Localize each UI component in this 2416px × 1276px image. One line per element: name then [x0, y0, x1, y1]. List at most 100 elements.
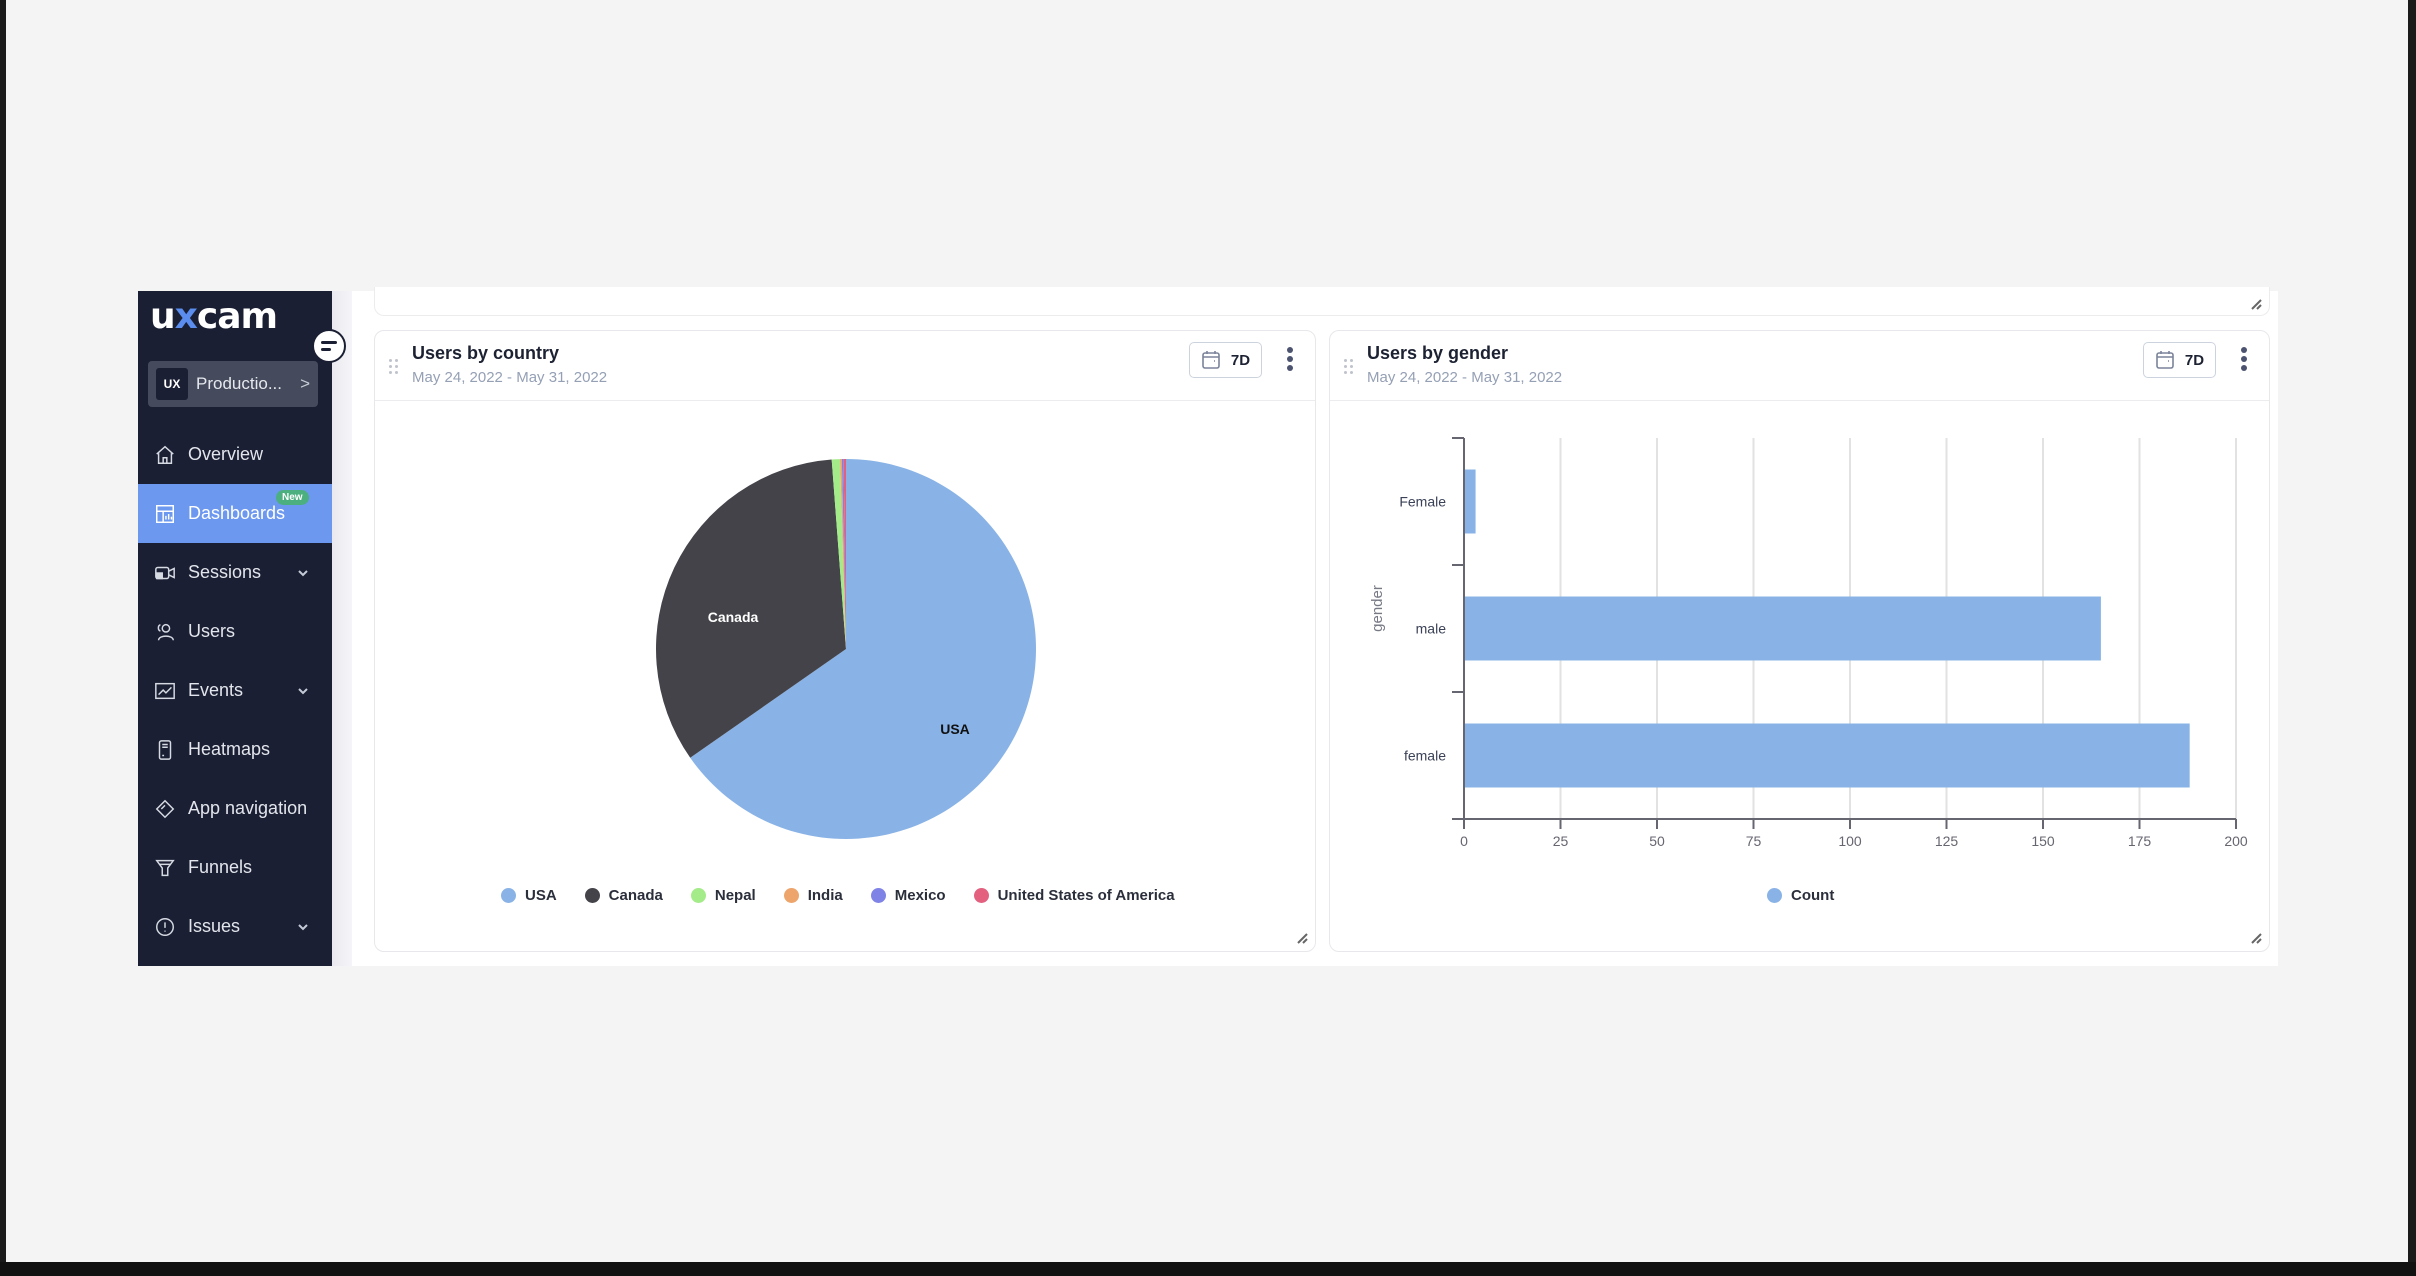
bar-legend: Count	[1767, 887, 1834, 904]
resize-handle-icon[interactable]	[2249, 297, 2263, 311]
legend-dot	[690, 888, 706, 903]
pie-slice[interactable]	[841, 459, 846, 649]
pie-slice[interactable]	[656, 459, 846, 758]
app-window: uxcam UX Productio... > Overview Dashboa…	[138, 287, 2278, 966]
project-switcher[interactable]: UX Productio... >	[148, 361, 318, 407]
legend-item[interactable]: Canada	[584, 887, 663, 904]
legend-item[interactable]: Count	[1767, 887, 1834, 904]
bar[interactable]	[1464, 596, 2101, 661]
pie-slice[interactable]	[843, 459, 846, 649]
legend-dot	[783, 888, 799, 903]
legend-item[interactable]: USA	[501, 887, 557, 904]
sidebar-collapse-button[interactable]	[312, 329, 346, 363]
calendar-icon	[1202, 351, 1220, 369]
resize-handle-icon[interactable]	[1295, 931, 1309, 945]
drag-handle-icon[interactable]	[1344, 359, 1354, 375]
date-range-button[interactable]: 7D	[1189, 342, 1262, 378]
screen-edge-bottom	[0, 1262, 2416, 1276]
date-range-label: 7D	[2184, 351, 2205, 369]
line-chart-icon	[154, 680, 176, 702]
legend-label: Mexico	[894, 887, 946, 904]
sidebar-item-label: App navigation	[188, 798, 308, 818]
legend-dot	[1767, 888, 1782, 903]
sidebar: uxcam UX Productio... > Overview Dashboa…	[138, 291, 332, 966]
sidebar-gutter	[332, 291, 352, 966]
sidebar-item-label: Dashboards	[188, 503, 286, 523]
pie-slices	[656, 459, 1036, 839]
sidebar-item-label: Sessions	[188, 562, 262, 582]
widget-date-range: May 24, 2022 - May 31, 2022	[412, 369, 608, 386]
bar[interactable]	[1464, 469, 1476, 534]
legend-label: Count	[1791, 887, 1835, 904]
legend-dot	[501, 888, 516, 903]
funnel-icon	[154, 857, 176, 879]
legend-item[interactable]: Nepal	[690, 887, 756, 904]
sidebar-item-label: Heatmaps	[188, 739, 271, 759]
uxcam-logo[interactable]: uxcam	[150, 296, 278, 337]
chevron-down-icon	[296, 564, 310, 585]
legend-label: Canada	[608, 887, 663, 904]
sidebar-item-app-navigation[interactable]: App navigation	[138, 779, 332, 838]
slice-label-canada: Canada	[708, 609, 759, 625]
x-tick-label: 100	[1838, 833, 1862, 849]
sidebar-item-label: Events	[188, 680, 244, 700]
legend-label: USA	[525, 887, 557, 904]
pie-slice[interactable]	[690, 459, 1036, 839]
screen-edge-left	[0, 0, 6, 1276]
legend-label: United States of America	[997, 887, 1175, 904]
widget-header: Users by gender May 24, 2022 - May 31, 2…	[1330, 331, 2269, 401]
widget-title: Users by gender	[1367, 343, 1509, 363]
widget-title: Users by country	[412, 343, 560, 363]
more-options-button[interactable]	[1285, 347, 1295, 371]
sidebar-item-dashboards[interactable]: Dashboards New	[138, 484, 332, 543]
legend-item[interactable]: Mexico	[870, 887, 946, 904]
sidebar-item-sessions[interactable]: Sessions	[138, 543, 332, 602]
sidebar-item-label: Users	[188, 621, 236, 641]
sidebar-item-events[interactable]: Events	[138, 661, 332, 720]
alert-circle-icon	[154, 916, 176, 938]
date-range-button[interactable]: 7D	[2143, 342, 2216, 378]
sidebar-item-overview[interactable]: Overview	[138, 425, 332, 484]
legend-dot	[584, 888, 600, 903]
date-range-label: 7D	[1230, 351, 1251, 369]
drag-handle-icon[interactable]	[389, 359, 399, 375]
sidebar-item-issues[interactable]: Issues	[138, 897, 332, 956]
home-icon	[154, 444, 176, 466]
widget-users-by-country: Users by country May 24, 2022 - May 31, …	[374, 330, 1316, 952]
legend-dot	[973, 888, 989, 903]
more-options-button[interactable]	[2239, 347, 2249, 371]
sidebar-item-funnels[interactable]: Funnels	[138, 838, 332, 897]
x-tick-label: 75	[1746, 833, 1762, 849]
sidebar-item-label: Issues	[188, 916, 241, 936]
legend-item[interactable]: India	[783, 887, 843, 904]
project-badge: UX	[156, 368, 188, 400]
x-tick-label: 125	[1935, 833, 1959, 849]
chevron-right-icon: >	[300, 374, 310, 393]
resize-handle-icon[interactable]	[2249, 931, 2263, 945]
x-tick-label: 175	[2128, 833, 2152, 849]
sidebar-item-label: Overview	[188, 444, 264, 464]
legend-label: Nepal	[714, 887, 756, 904]
project-name: Productio...	[196, 374, 282, 393]
widget-users-by-gender: Users by gender May 24, 2022 - May 31, 2…	[1329, 330, 2270, 952]
sidebar-item-users[interactable]: Users	[138, 602, 332, 661]
dashboard-icon	[154, 503, 176, 525]
y-axis-label: gender	[1369, 585, 1386, 632]
legend-label: India	[807, 887, 843, 904]
x-tick-label: 25	[1553, 833, 1569, 849]
widget-date-range: May 24, 2022 - May 31, 2022	[1367, 369, 1563, 386]
calendar-icon	[2156, 351, 2174, 369]
bar-chart: Female male female 0 25 50 75 100 125 150 175 200 ge…	[1369, 437, 2248, 849]
pie-slice[interactable]	[840, 459, 846, 649]
navigation-icon	[154, 798, 176, 820]
x-tick-label: 150	[2031, 833, 2055, 849]
widget-header: Users by country May 24, 2022 - May 31, …	[375, 331, 1315, 401]
chevron-down-icon	[296, 918, 310, 939]
sidebar-item-heatmaps[interactable]: Heatmaps	[138, 720, 332, 779]
bar[interactable]	[1464, 723, 2190, 788]
legend-item[interactable]: United States of America	[973, 887, 1175, 904]
pie-slice[interactable]	[831, 459, 846, 649]
users-icon	[154, 621, 176, 643]
new-badge: New	[276, 490, 309, 505]
y-tick-label: Female	[1399, 494, 1446, 510]
